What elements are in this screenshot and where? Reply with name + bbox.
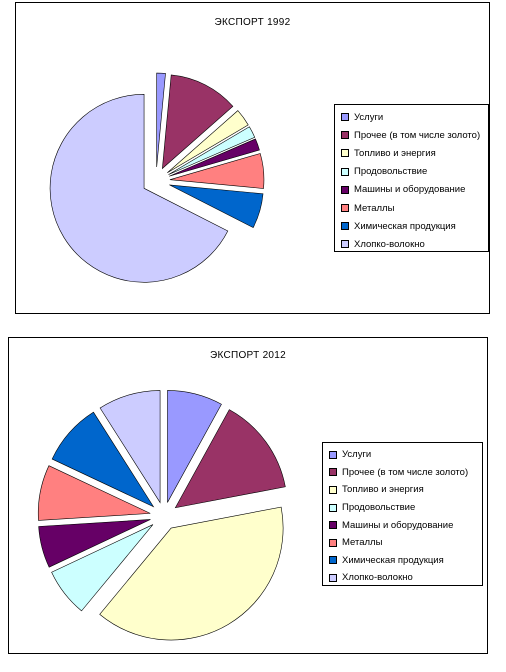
- pie-slice-химическая-продукция: [51, 411, 155, 508]
- pie-slice-прочее-в-том-числе-золото: [161, 74, 234, 170]
- legend-item: Хлопко-волокно: [341, 235, 484, 253]
- legend-label: Хлопко-волокно: [354, 238, 425, 250]
- pie-chart-1992: [49, 72, 265, 283]
- legend-label: Топливо и энергия: [342, 484, 424, 496]
- legend-swatch: [341, 185, 349, 194]
- legend-item: Продовольствие: [329, 499, 478, 517]
- legend-item: Металлы: [341, 199, 484, 217]
- legend-label: Металлы: [342, 537, 383, 549]
- chart-title: ЭКСПОРТ 2012: [209, 350, 287, 361]
- pie-slice-топливо-и-энергия: [99, 506, 284, 641]
- legend-item: Химическая продукция: [329, 552, 478, 570]
- pie-slice-прочее-в-том-числе-золото: [174, 409, 286, 509]
- legend-1992: Услуги Прочее (в том числе золото) Топливо…: [334, 104, 489, 252]
- export-2012-chart: ЭКСПОРТ 2012 Услуги Прочее (в том числе з…: [8, 337, 488, 654]
- legend-label: Прочее (в том числе золото): [342, 466, 469, 478]
- legend-label: Услуги: [354, 111, 384, 123]
- legend-label: Химическая продукция: [354, 220, 456, 232]
- pie-chart-2012: [37, 390, 286, 641]
- legend-label: Продовольствие: [354, 166, 428, 178]
- legend-swatch: [341, 167, 349, 176]
- legend-item: Химическая продукция: [341, 217, 484, 235]
- legend-swatch: [329, 450, 337, 459]
- pie-slice-продовольствие: [168, 126, 256, 175]
- legend-swatch: [329, 556, 337, 565]
- legend-item: Продовольствие: [341, 163, 484, 181]
- legend-swatch: [341, 131, 349, 140]
- pie-slice-металлы: [37, 465, 151, 521]
- pie-slice-услуги: [156, 72, 166, 168]
- legend-item: Услуги: [341, 108, 484, 126]
- legend-label: Химическая продукция: [342, 554, 444, 566]
- legend-swatch: [329, 468, 337, 477]
- pie-slice-машины-и-оборудование: [38, 519, 151, 568]
- pie-slice-химическая-продукция: [169, 184, 264, 228]
- legend-item: Топливо и энергия: [329, 481, 478, 499]
- legend-label: Продовольствие: [342, 502, 416, 514]
- legend-item: Топливо и энергия: [341, 144, 484, 162]
- legend-item: Машины и оборудование: [341, 181, 484, 199]
- pie-slice-хлопко-волокно: [49, 94, 229, 283]
- legend-swatch: [329, 485, 337, 494]
- legend-label: Машины и оборудование: [342, 519, 454, 531]
- legend-label: Услуги: [342, 449, 372, 461]
- legend-swatch: [341, 204, 349, 213]
- legend-item: Услуги: [329, 446, 478, 464]
- pie-slice-машины-и-оборудование: [169, 138, 260, 177]
- legend-swatch: [329, 538, 337, 547]
- legend-item: Прочее (в том числе золото): [341, 126, 484, 144]
- legend-label: Металлы: [354, 202, 395, 214]
- legend-swatch: [341, 113, 349, 122]
- chart-title: ЭКСПОРТ 1992: [214, 17, 291, 28]
- legend-item: Хлопко-волокно: [329, 569, 478, 587]
- legend-item: Прочее (в том числе золото): [329, 464, 478, 482]
- pie-slice-топливо-и-энергия: [167, 110, 249, 174]
- pie-slice-металлы: [169, 153, 265, 189]
- legend-item: Металлы: [329, 534, 478, 552]
- export-1992-chart: ЭКСПОРТ 1992 Услуги Прочее (в том числе з…: [15, 2, 490, 314]
- legend-label: Машины и оборудование: [354, 184, 466, 196]
- legend-item: Машины и оборудование: [329, 516, 478, 534]
- pie-slice-услуги: [167, 390, 222, 503]
- legend-swatch: [329, 573, 337, 582]
- legend-label: Прочее (в том числе золото): [354, 129, 481, 141]
- legend-swatch: [329, 521, 337, 530]
- legend-2012: Услуги Прочее (в том числе золото) Топливо…: [322, 442, 483, 586]
- legend-label: Хлопко-волокно: [342, 572, 413, 584]
- legend-swatch: [341, 222, 349, 231]
- legend-swatch: [341, 240, 349, 249]
- legend-swatch: [329, 503, 337, 512]
- pie-slice-хлопко-волокно: [99, 390, 161, 504]
- legend-label: Топливо и энергия: [354, 147, 436, 159]
- pie-slice-продовольствие: [51, 524, 154, 612]
- legend-swatch: [341, 149, 349, 158]
